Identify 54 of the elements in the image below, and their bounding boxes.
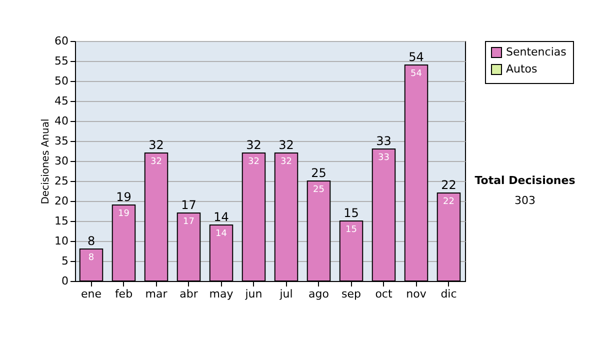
data-label: 32: [248, 157, 260, 167]
data-label: 25: [313, 185, 324, 195]
x-tick-label: may: [209, 288, 234, 300]
data-label: 32: [280, 157, 292, 167]
data-label: 32: [150, 157, 162, 167]
data-label: 15: [346, 225, 357, 235]
data-label: 17: [183, 217, 194, 227]
x-tick-label: sep: [342, 288, 362, 300]
total-label: 22: [441, 178, 456, 192]
total-label: 14: [214, 210, 229, 224]
total-label: 32: [148, 138, 164, 152]
total-label: 54: [408, 50, 424, 64]
x-tick-label: dic: [440, 288, 457, 300]
y-tick-label: 15: [54, 214, 68, 228]
y-tick-label: 60: [54, 34, 68, 48]
x-tick-label: oct: [375, 288, 393, 300]
y-tick-label: 25: [54, 174, 68, 188]
x-tick-label: mar: [145, 288, 168, 300]
y-tick-label: 0: [62, 274, 68, 288]
total-label: 17: [181, 198, 196, 212]
data-label: 33: [378, 153, 390, 163]
text: 303: [514, 194, 536, 207]
y-tick-label: 45: [54, 94, 68, 108]
data-label: 14: [216, 229, 228, 239]
total-label: 32: [278, 138, 294, 152]
total-label: 15: [344, 206, 359, 220]
y-tick-label: 20: [54, 194, 68, 208]
data-label: 19: [118, 209, 130, 219]
x-tick-label: ago: [308, 288, 330, 300]
y-tick-label: 35: [54, 134, 68, 148]
total-label: 19: [116, 190, 132, 204]
x-tick-label: jun: [244, 288, 262, 300]
x-tick-label: nov: [406, 288, 427, 300]
text: Total Decisiones: [474, 174, 576, 187]
y-tick-label: 55: [54, 54, 68, 68]
data-label: 22: [443, 197, 454, 207]
y-tick-label: 30: [54, 154, 68, 168]
y-axis-title: Decisiones Anual: [40, 118, 52, 204]
x-tick-label: jul: [278, 288, 293, 300]
data-label: 54: [410, 69, 422, 79]
y-tick-label: 40: [54, 114, 68, 128]
x-tick-label: abr: [180, 288, 198, 300]
y-tick-label: 10: [54, 234, 68, 248]
y-tick-label: 5: [62, 254, 68, 268]
total-label: 8: [87, 234, 96, 248]
data-label: 8: [88, 253, 94, 263]
legend-label: Autos: [506, 62, 538, 76]
total-label: 33: [376, 134, 392, 148]
x-tick-label: ene: [80, 288, 102, 300]
total-label: 25: [311, 166, 326, 180]
legend-label: Sentencias: [506, 46, 567, 58]
x-tick-label: feb: [114, 288, 133, 300]
total-label: 32: [246, 138, 262, 152]
y-tick-label: 50: [54, 74, 68, 88]
